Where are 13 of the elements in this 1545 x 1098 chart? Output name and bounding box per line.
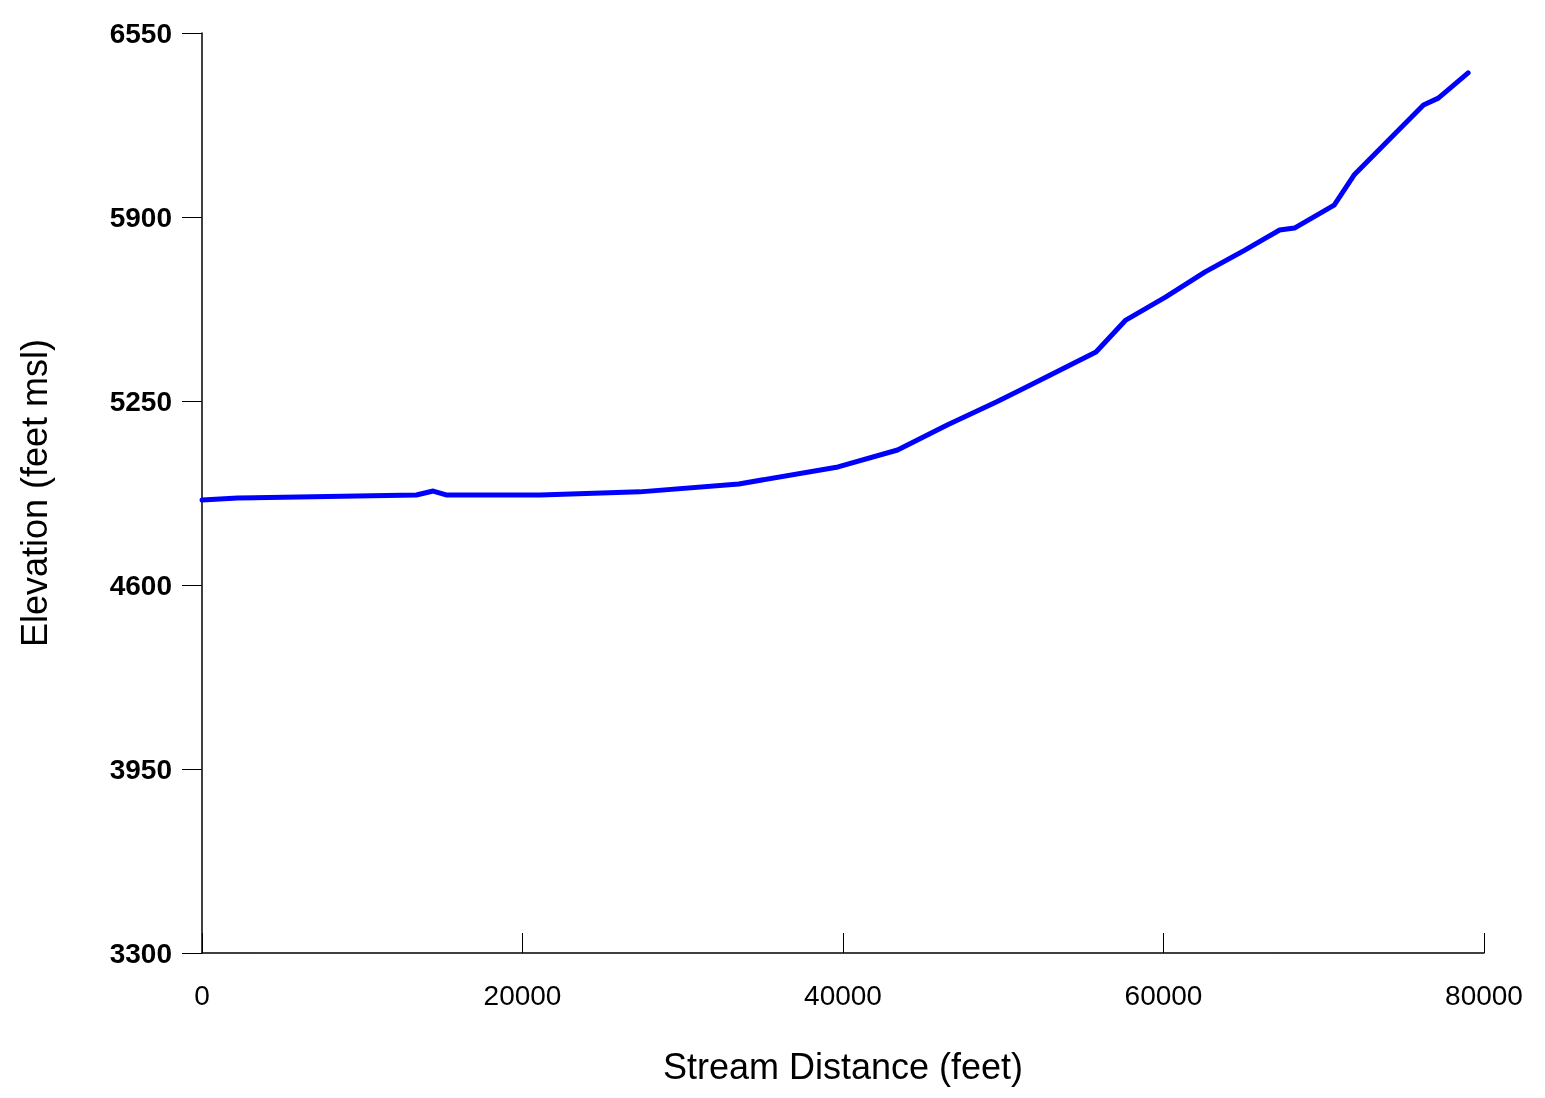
- y-tick-label: 3950: [109, 753, 172, 785]
- y-tick-label: 3300: [109, 937, 172, 969]
- x-tick-label: 40000: [804, 979, 882, 1011]
- x-tick-label: 80000: [1445, 979, 1523, 1011]
- y-axis-title: Elevation (feet msl): [13, 338, 55, 648]
- y-tick-label: 5250: [109, 385, 172, 417]
- x-axis-title: Stream Distance (feet): [662, 1045, 1024, 1087]
- x-tick-label: 0: [194, 979, 210, 1011]
- y-tick-label: 4600: [109, 569, 172, 601]
- x-tick-label: 20000: [483, 979, 562, 1011]
- y-tick-label: 6550: [109, 17, 172, 49]
- y-tick-label: 5900: [109, 201, 172, 233]
- x-tick-label: 60000: [1124, 979, 1203, 1011]
